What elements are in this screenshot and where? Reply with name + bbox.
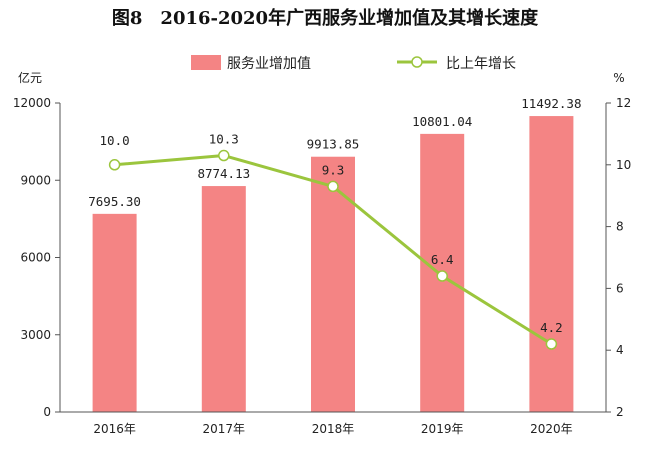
left-axis-unit: 亿元 [18, 70, 42, 85]
growth-value-label: 6.4 [431, 252, 454, 267]
legend-line-label: 比上年增长 [446, 56, 516, 72]
right-tick-label: 2 [616, 405, 624, 419]
left-axis-ticks: 0 3000 6000 9000 12000 [13, 96, 60, 419]
x-tick-label: 2016年 [93, 422, 136, 436]
bars [92, 116, 574, 412]
right-axis-ticks: 2 4 6 8 10 12 [606, 96, 631, 419]
bar-2017年 [201, 186, 246, 412]
left-tick-label: 12000 [13, 96, 51, 110]
x-tick-label: 2019年 [421, 422, 464, 436]
left-tick-label: 6000 [20, 251, 51, 265]
right-tick-label: 4 [616, 343, 624, 357]
bar-value-label: 9913.85 [307, 137, 360, 152]
bar-2020年 [529, 116, 574, 412]
growth-point-2016年 [108, 159, 121, 171]
left-tick-label: 9000 [20, 173, 51, 187]
left-tick-label: 0 [43, 405, 51, 419]
right-tick-label: 6 [616, 281, 624, 295]
x-axis-labels: 2016年 2017年 2018年 2019年 2020年 [93, 422, 572, 436]
growth-point-2018年 [327, 180, 339, 193]
bar-value-label: 8774.13 [197, 166, 250, 181]
growth-point-2019年 [436, 270, 448, 282]
bar-value-label: 11492.38 [521, 96, 581, 111]
bar-2018年 [311, 156, 355, 412]
data-labels: 7695.30 8774.13 9913.85 10801.04 11492.38 10.… [88, 96, 581, 335]
bar-value-label: 10801.04 [412, 114, 472, 129]
legend: 服务业增加值 比上年增长 [191, 55, 516, 72]
legend-line-marker [411, 56, 423, 68]
legend-bar-label: 服务业增加值 [227, 56, 311, 72]
right-tick-label: 10 [616, 158, 631, 172]
bar-value-label: 7695.30 [88, 194, 141, 209]
growth-line [108, 149, 558, 350]
growth-value-label: 10.0 [100, 133, 130, 148]
x-tick-label: 2020年 [530, 422, 573, 436]
right-tick-label: 12 [616, 96, 631, 110]
left-tick-label: 3000 [20, 328, 51, 342]
bar-2016年 [92, 213, 137, 412]
x-tick-label: 2018年 [312, 422, 355, 436]
x-tick-label: 2017年 [203, 422, 246, 436]
growth-value-label: 9.3 [322, 162, 345, 177]
growth-point-2017年 [218, 149, 230, 162]
growth-value-label: 10.3 [209, 132, 239, 147]
chart-title: 图8 2016-2020年广西服务业增加值及其增长速度 [112, 7, 539, 29]
growth-value-label: 4.2 [540, 320, 563, 335]
right-axis-unit: % [613, 71, 624, 85]
growth-point-2020年 [545, 338, 558, 350]
right-tick-label: 8 [616, 220, 624, 234]
legend-bar-swatch [191, 55, 221, 70]
